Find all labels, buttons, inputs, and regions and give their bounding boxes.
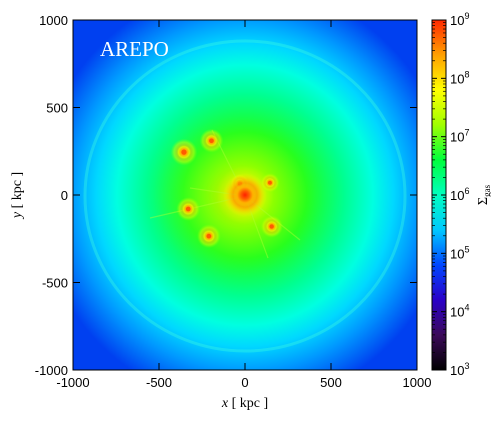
x-tick-label: 0 bbox=[241, 375, 248, 390]
plot-area bbox=[73, 20, 417, 370]
x-tick-label: -1000 bbox=[56, 375, 89, 390]
colorbar-tick-label: 106 bbox=[450, 186, 469, 203]
x-tick-label: 500 bbox=[320, 375, 342, 390]
y-axis: -1000 -500 0 500 1000 bbox=[35, 13, 417, 378]
colorbar-tick-label: 108 bbox=[450, 69, 469, 86]
subhalo-core bbox=[185, 206, 191, 212]
y-axis-label: y [ kpc ] bbox=[10, 172, 25, 220]
subhalo-core bbox=[209, 138, 214, 144]
x-axis-label: x [ kpc ] bbox=[221, 396, 268, 411]
colorbar-tick-label: 103 bbox=[450, 361, 469, 378]
subhalos bbox=[170, 128, 283, 249]
y-axis-unit: [ kpc ] bbox=[10, 172, 25, 209]
colorbar: 103 104 105 106 107 108 109 Σgas bbox=[431, 11, 491, 378]
x-tick-label: 1000 bbox=[403, 375, 432, 390]
central-core bbox=[223, 173, 267, 217]
colorbar-label-sub: gas bbox=[482, 184, 491, 196]
x-axis-var: x bbox=[221, 396, 229, 411]
core bbox=[233, 183, 257, 207]
colorbar-label: Σgas bbox=[476, 184, 491, 205]
x-axis-unit: [ kpc ] bbox=[232, 396, 269, 411]
colorbar-tick-label: 104 bbox=[450, 303, 469, 320]
shock-shell bbox=[83, 39, 407, 353]
colorbar-tick-label: 105 bbox=[450, 244, 469, 261]
subhalo-core bbox=[206, 233, 212, 239]
colorbar-tick-label: 107 bbox=[450, 128, 469, 145]
colorbar-tick-label: 109 bbox=[450, 11, 469, 28]
colorbar-label-symbol: Σ bbox=[476, 197, 491, 205]
y-axis-var: y bbox=[10, 211, 25, 220]
y-tick-label: 0 bbox=[61, 188, 68, 203]
y-tick-label: 1000 bbox=[39, 13, 68, 28]
x-axis: -1000 -500 0 500 1000 bbox=[56, 20, 431, 390]
simulation-label: AREPO bbox=[100, 37, 169, 61]
subhalo-core bbox=[181, 149, 187, 155]
colorbar-ticks: 103 104 105 106 107 108 109 bbox=[432, 11, 469, 378]
y-tick-label: 500 bbox=[46, 101, 68, 116]
x-tick-label: -500 bbox=[146, 375, 172, 390]
subhalo-core bbox=[268, 180, 272, 185]
y-tick-label: -500 bbox=[42, 276, 68, 291]
subhalo-core bbox=[269, 224, 274, 229]
y-tick-label: -1000 bbox=[35, 363, 68, 378]
